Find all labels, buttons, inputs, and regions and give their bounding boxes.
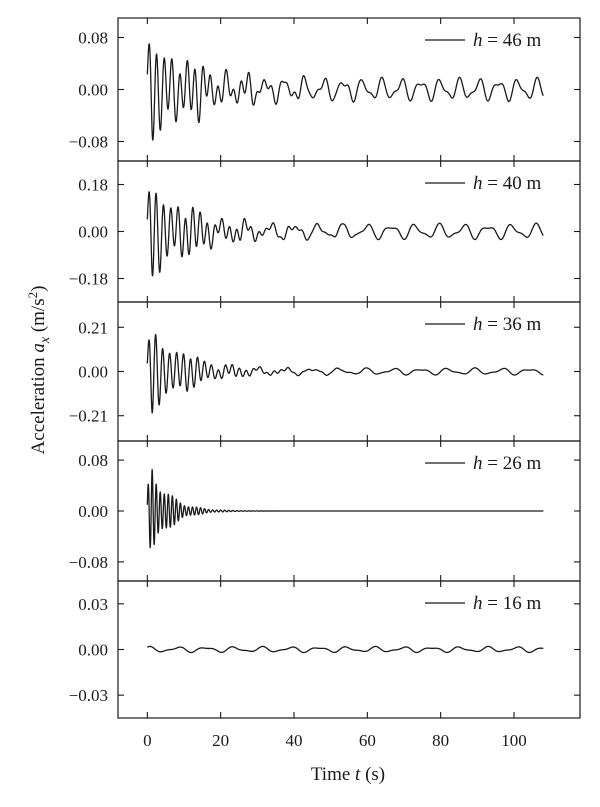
y-tick-label: 0.08 — [78, 451, 108, 470]
series-line — [146, 468, 544, 549]
y-tick-label: −0.08 — [69, 133, 108, 152]
series-line — [146, 43, 544, 141]
y-tick-label: 0.00 — [78, 81, 108, 100]
x-tick-label: 80 — [432, 731, 449, 750]
legend-label: h = 36 m — [473, 314, 541, 335]
series-line — [146, 333, 544, 414]
x-tick-label: 20 — [212, 731, 229, 750]
panel-5: −0.03 0.00 0.03 h = 16 m — [69, 580, 581, 719]
y-tick-label: 0.21 — [78, 318, 108, 337]
x-tick-label: 0 — [143, 731, 152, 750]
y-tick-label: 0.00 — [78, 363, 108, 382]
y-tick-label: −0.08 — [69, 553, 108, 572]
y-tick-label: 0.03 — [78, 595, 108, 614]
series-line — [146, 191, 544, 277]
legend-label: h = 26 m — [473, 453, 541, 474]
panel-3: −0.21 0.00 0.21 h = 36 m — [69, 301, 581, 442]
y-tick-label: 0.00 — [78, 641, 108, 660]
y-tick-label: 0.08 — [78, 29, 108, 48]
panels-group: −0.08 0.00 0.08 h = 46 m −0.18 0.00 0.18 h = 40… — [69, 17, 581, 719]
y-axis-title: Acceleration ax (m/s2) — [25, 286, 53, 455]
y-tick-label: −0.21 — [69, 407, 108, 426]
legend-label: h = 46 m — [473, 30, 541, 51]
x-tick-label: 60 — [359, 731, 376, 750]
x-axis-title: Time t (s) — [311, 764, 385, 785]
y-tick-label: −0.03 — [69, 686, 108, 705]
y-tick-label: 0.00 — [78, 223, 108, 242]
x-tick-label: 100 — [501, 731, 527, 750]
y-tick-label: 0.18 — [78, 176, 108, 195]
x-axis: 0 20 40 60 80 100 — [143, 731, 527, 750]
legend-label: h = 40 m — [473, 173, 541, 194]
y-tick-label: −0.18 — [69, 270, 108, 289]
x-tick-label: 40 — [286, 731, 303, 750]
series-line — [146, 645, 544, 654]
panel-4: −0.08 0.00 0.08 h = 26 m — [69, 440, 581, 582]
y-tick-label: 0.00 — [78, 502, 108, 521]
panel-2: −0.18 0.00 0.18 h = 40 m — [69, 160, 581, 303]
legend-label: h = 16 m — [473, 593, 541, 614]
panel-1: −0.08 0.00 0.08 h = 46 m — [69, 17, 581, 162]
